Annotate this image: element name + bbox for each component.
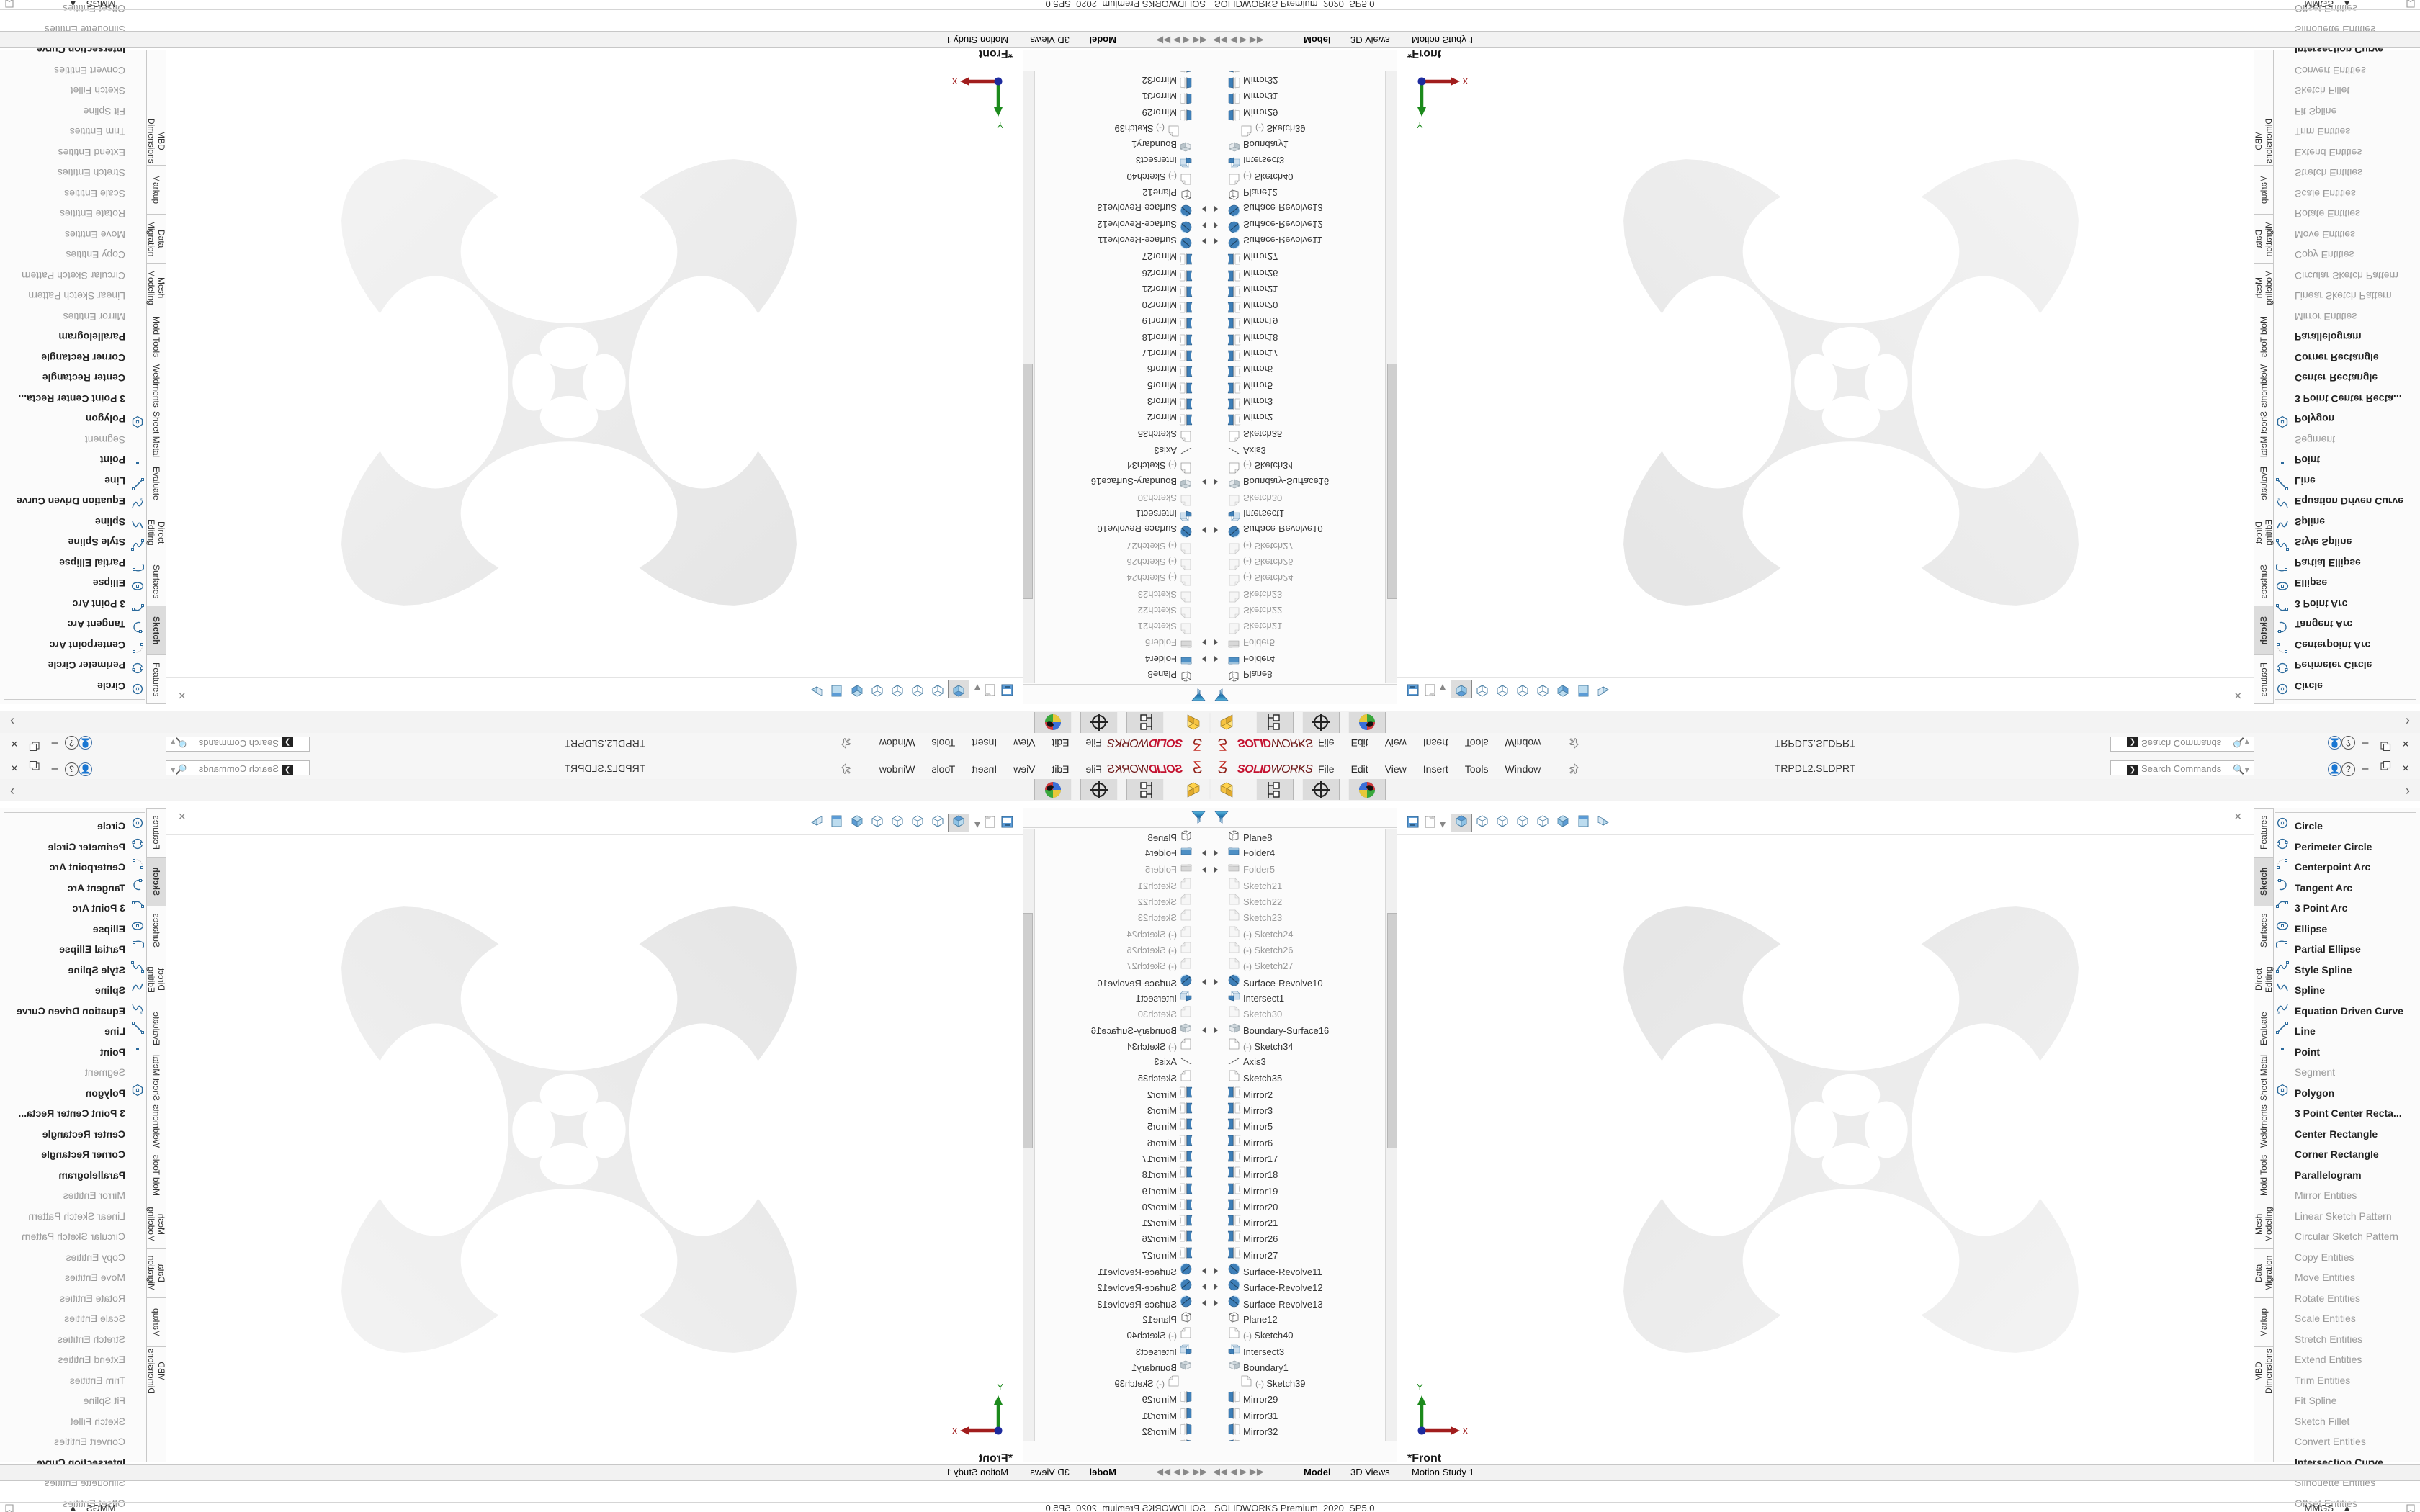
svg-text:fx: fx [140, 498, 143, 502]
svg-text:fx: fx [140, 1011, 143, 1014]
svg-text:X: X [1462, 1426, 1469, 1436]
svg-text:fx: fx [2277, 1011, 2280, 1014]
svg-text:Y: Y [997, 1382, 1003, 1392]
svg-text:X: X [1462, 76, 1469, 86]
svg-text:X: X [951, 1426, 958, 1436]
svg-text:Y: Y [997, 120, 1003, 130]
svg-text:fx: fx [2277, 498, 2280, 502]
svg-text:Y: Y [1417, 1382, 1423, 1392]
svg-text:X: X [951, 76, 958, 86]
svg-text:Y: Y [1417, 120, 1423, 130]
